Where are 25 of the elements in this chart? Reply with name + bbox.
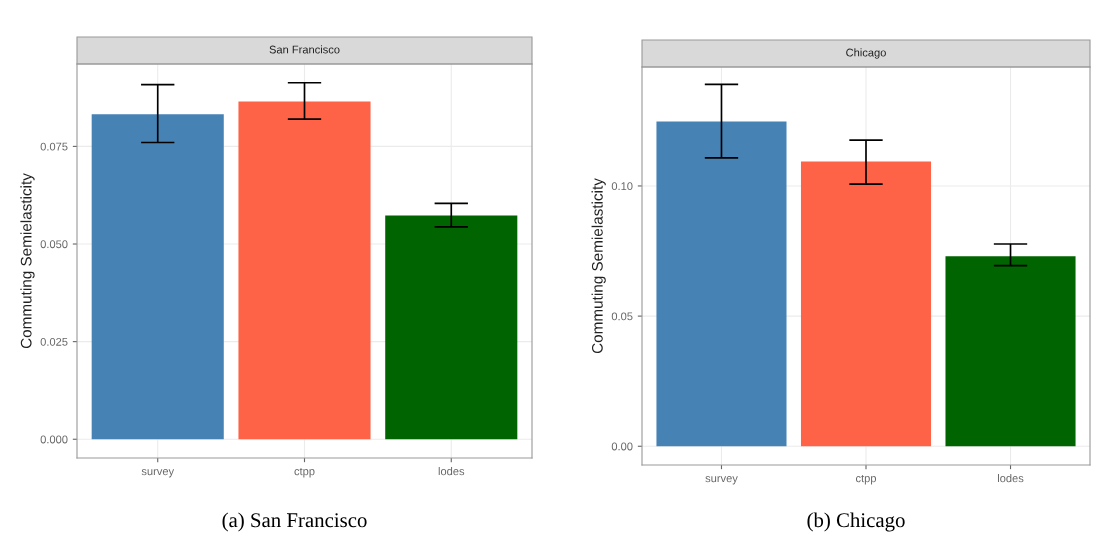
y-tick-label: 0.000 xyxy=(40,435,68,444)
bar xyxy=(800,161,932,447)
y-tick-label: 0.050 xyxy=(40,240,68,249)
x-tick-label: ctpp xyxy=(294,467,315,478)
bar xyxy=(91,114,224,440)
y-axis-title: Commuting Semielasticity xyxy=(591,178,606,354)
x-tick-label: ctpp xyxy=(855,474,877,485)
bar xyxy=(385,215,518,440)
y-axis-title: Commuting Semielasticity xyxy=(20,173,35,349)
bar xyxy=(945,256,1076,447)
y-tick-label: 0.10 xyxy=(611,182,633,191)
x-tick-label: survey xyxy=(141,469,175,478)
text: (b) Chicago xyxy=(807,512,905,532)
y-tick-label: 0.075 xyxy=(40,142,68,151)
bar xyxy=(238,101,371,440)
x-tick-label: lodes xyxy=(997,474,1024,483)
y-tick-label: 0.05 xyxy=(611,312,633,321)
y-tick-label: 0.00 xyxy=(611,442,633,451)
chart-title: Chicago xyxy=(846,48,886,59)
y-tick-label: 0.025 xyxy=(40,337,68,346)
text: (a) San Francisco xyxy=(222,512,367,532)
x-tick-label: lodes xyxy=(438,467,465,476)
bar xyxy=(656,121,787,447)
chart-title: San Francisco xyxy=(269,45,340,54)
x-tick-label: survey xyxy=(705,476,738,485)
